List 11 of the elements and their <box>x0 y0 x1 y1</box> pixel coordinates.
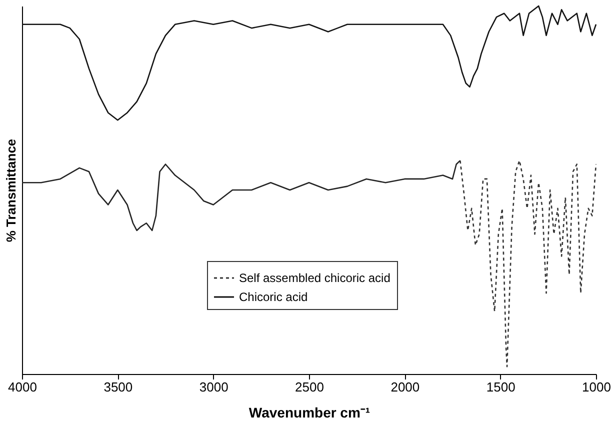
x-tick-label: 1500 <box>486 380 516 394</box>
x-tick-label: 4000 <box>8 380 37 394</box>
legend-label: Chicoric acid <box>239 290 308 304</box>
x-tick-label: 3000 <box>199 380 228 394</box>
x-tick-label: 3500 <box>104 380 133 394</box>
x-tick-label: 2500 <box>295 380 324 394</box>
legend-label: Self assembled chicoric acid <box>239 271 390 285</box>
x-tick-label: 2000 <box>390 380 420 394</box>
x-axis-title: Wavenumber cm⁻¹ <box>248 404 370 420</box>
y-axis-title: % Transmittance <box>4 138 18 242</box>
x-tick-label: 1000 <box>582 380 611 394</box>
